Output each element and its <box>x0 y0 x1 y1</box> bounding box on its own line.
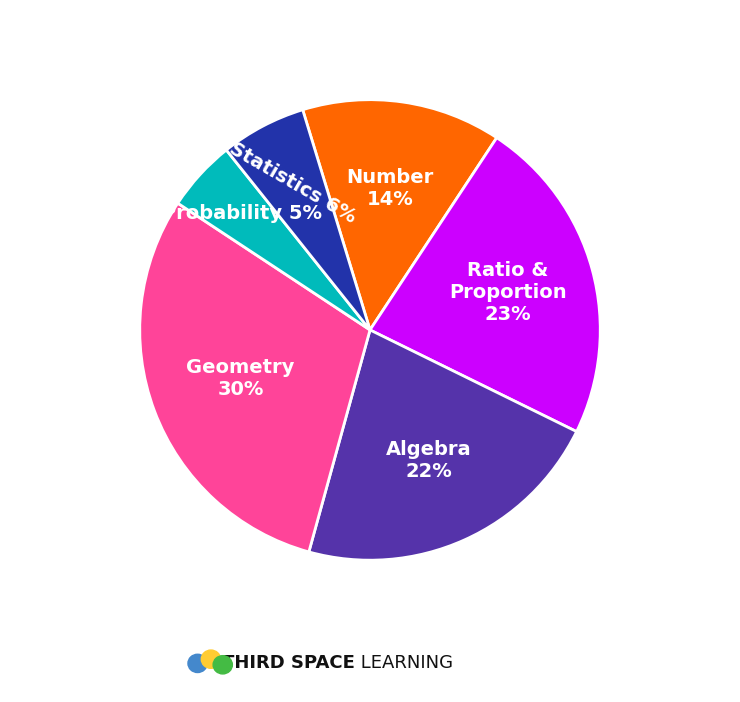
Wedge shape <box>178 150 370 330</box>
Text: LEARNING: LEARNING <box>355 654 453 673</box>
Text: THIRD SPACE: THIRD SPACE <box>222 654 355 673</box>
Text: Algebra
22%: Algebra 22% <box>386 439 471 481</box>
Wedge shape <box>309 330 576 560</box>
Text: Probability 5%: Probability 5% <box>163 204 323 223</box>
Wedge shape <box>370 138 600 432</box>
Text: Number
14%: Number 14% <box>347 168 434 209</box>
Wedge shape <box>140 203 370 552</box>
Wedge shape <box>303 100 497 330</box>
Text: Ratio &
Proportion
23%: Ratio & Proportion 23% <box>449 261 567 324</box>
Wedge shape <box>226 110 370 330</box>
Text: Statistics 6%: Statistics 6% <box>226 139 360 227</box>
Text: Geometry
30%: Geometry 30% <box>186 358 295 399</box>
